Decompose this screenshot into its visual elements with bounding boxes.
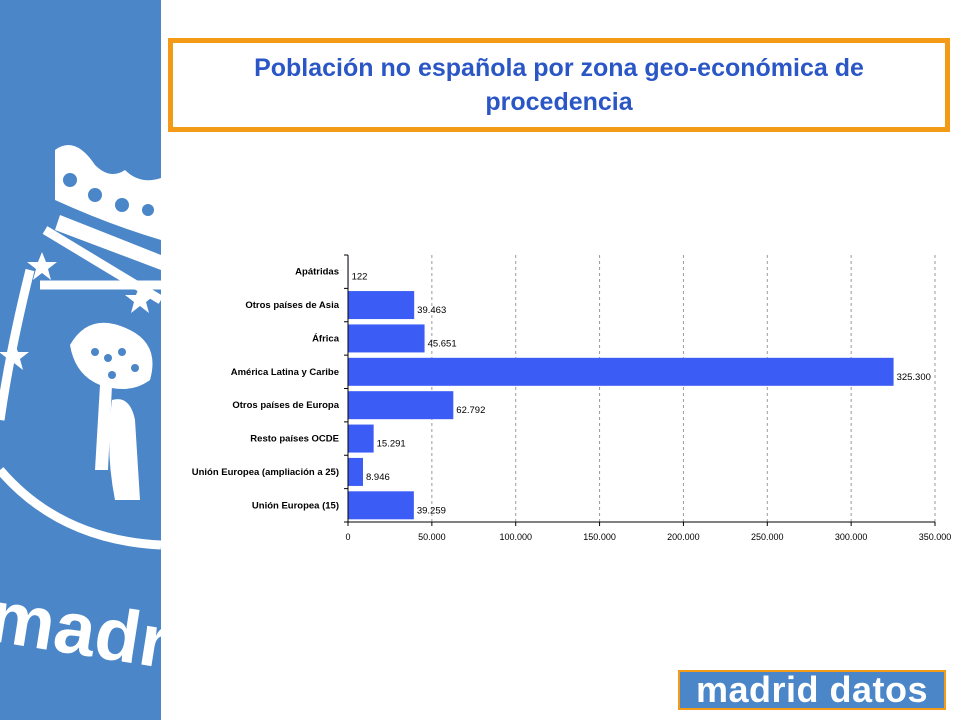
x-tick-label: 50.000 (418, 532, 446, 542)
data-label: 8.946 (366, 472, 390, 483)
x-tick-label: 150.000 (583, 532, 616, 542)
data-label: 325.300 (897, 372, 931, 383)
bar-chart: 122 Apátridas 39.463 Otros países de Asia 45… (192, 254, 952, 542)
category-label: Apátridas (295, 267, 339, 278)
bar (348, 424, 374, 453)
x-tick-label: 250.000 (751, 532, 784, 542)
data-label: 39.463 (417, 305, 446, 316)
category-label: Otros países de Europa (232, 400, 339, 411)
data-label: 62.792 (456, 405, 485, 416)
madrid-datos-logo: madrid datos (678, 670, 946, 710)
x-tick-label: 300.000 (835, 532, 868, 542)
data-label: 45.651 (428, 338, 457, 349)
page-title: Población no española por zona geo-econó… (254, 54, 864, 116)
x-tick-label: 200.000 (667, 532, 700, 542)
title-box: Población no española por zona geo-econó… (168, 38, 950, 132)
bar (348, 291, 415, 320)
category-label: Otros países de Asia (245, 300, 339, 311)
category-label: Unión Europea (ampliación a 25) (192, 467, 339, 478)
x-tick-label: 0 (345, 532, 350, 542)
bar (348, 324, 425, 353)
data-label: 122 (352, 272, 368, 283)
category-label: Resto países OCDE (250, 434, 339, 445)
category-label: Unión Europea (15) (252, 500, 339, 511)
x-tick-label: 350.000 (919, 532, 952, 542)
bar (348, 491, 414, 520)
data-label: 39.259 (417, 505, 446, 516)
bar (348, 457, 364, 486)
sidebar-emblem-panel: madrid (0, 0, 161, 720)
madrid-coat-of-arms-icon: madrid (0, 145, 161, 695)
emblem-madrid-text: madrid (0, 574, 161, 695)
logo-text: madrid datos (695, 669, 929, 710)
x-tick-label: 100.000 (499, 532, 532, 542)
bar (348, 391, 454, 420)
category-label: América Latina y Caribe (231, 367, 339, 378)
data-label: 15.291 (377, 439, 406, 450)
bar (348, 357, 894, 386)
category-label: África (312, 333, 340, 344)
